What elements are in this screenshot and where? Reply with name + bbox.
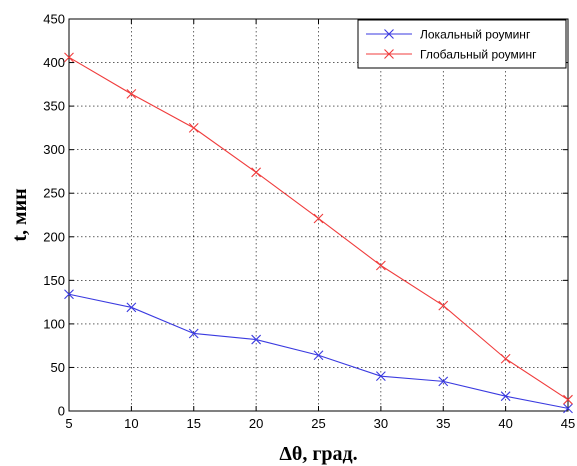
y-tick-label: 0 — [58, 404, 65, 419]
data-point — [563, 394, 573, 405]
data-point — [251, 167, 262, 178]
legend-marker — [384, 29, 394, 39]
y-tick-label: 50 — [51, 360, 65, 375]
x-tick-label: 25 — [311, 416, 325, 431]
y-tick-label: 100 — [43, 316, 65, 331]
y-axis: 0 50 100 150 200 250 300 350 400 450 — [43, 12, 568, 419]
data-point — [64, 289, 74, 300]
data-point — [313, 350, 324, 361]
data-point — [500, 353, 511, 364]
data-point — [375, 371, 386, 382]
data-point — [188, 328, 199, 339]
data-point — [500, 391, 511, 402]
grid — [69, 19, 568, 411]
x-tick-label: 45 — [561, 416, 575, 431]
y-tick-label: 250 — [43, 186, 65, 201]
y-axis-title: t, мин — [9, 188, 31, 241]
x-tick-label: 15 — [187, 416, 201, 431]
x-tick-label: 20 — [249, 416, 263, 431]
data-point — [563, 403, 573, 414]
legend-label: Глобальный роуминг — [420, 48, 537, 62]
y-tick-label: 350 — [43, 99, 65, 114]
y-tick-label: 200 — [43, 229, 65, 244]
data-point — [375, 260, 386, 271]
x-tick-label: 40 — [498, 416, 512, 431]
y-tick-label: 400 — [43, 55, 65, 70]
legend-box — [357, 19, 567, 69]
data-point — [64, 52, 74, 63]
series-layer — [64, 52, 573, 414]
legend-marker — [384, 49, 394, 59]
legend-label: Локальный роуминг — [420, 28, 531, 42]
data-point — [126, 302, 137, 313]
x-axis-title: Δθ, град. — [279, 443, 357, 465]
x-tick-label: 30 — [374, 416, 388, 431]
x-tick-label: 10 — [124, 416, 138, 431]
legend: Локальный роуминг Глобальный роуминг — [357, 19, 567, 69]
y-tick-label: 300 — [43, 142, 65, 157]
data-point — [313, 213, 324, 224]
x-axis: 5 10 15 20 25 30 35 40 45 — [65, 19, 575, 431]
y-tick-label: 150 — [43, 273, 65, 288]
data-point — [438, 300, 449, 311]
data-point — [188, 123, 199, 133]
x-tick-label: 5 — [65, 416, 72, 431]
data-point — [438, 376, 449, 387]
data-point — [126, 89, 137, 99]
x-tick-label: 35 — [436, 416, 450, 431]
data-point — [251, 334, 262, 345]
y-tick-label: 450 — [43, 12, 65, 27]
